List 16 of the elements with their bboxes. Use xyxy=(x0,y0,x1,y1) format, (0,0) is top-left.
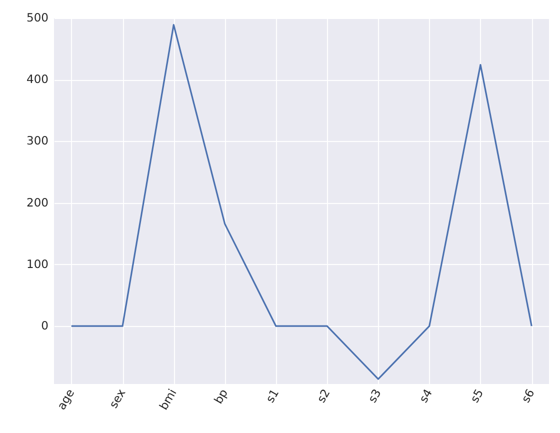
x-tick-label: s5 xyxy=(467,386,486,406)
y-tick-label: 200 xyxy=(26,195,48,210)
x-tick-label: s2 xyxy=(314,386,333,406)
line-series xyxy=(70,24,532,380)
x-tick-label: bp xyxy=(211,386,230,406)
y-tick-label: 100 xyxy=(26,256,48,271)
y-tick-label: 500 xyxy=(26,10,48,24)
x-tick-label: s3 xyxy=(365,386,384,406)
x-tick-label: s6 xyxy=(518,386,538,406)
x-tick-label: sex xyxy=(106,386,128,411)
x-tick-label: s1 xyxy=(262,386,282,406)
y-tick-label: 0 xyxy=(41,318,48,333)
y-tick-label: 400 xyxy=(26,72,48,86)
x-tick-label: s4 xyxy=(416,386,436,406)
x-tick-label: age xyxy=(54,386,78,412)
y-tick-label: 300 xyxy=(26,134,48,148)
